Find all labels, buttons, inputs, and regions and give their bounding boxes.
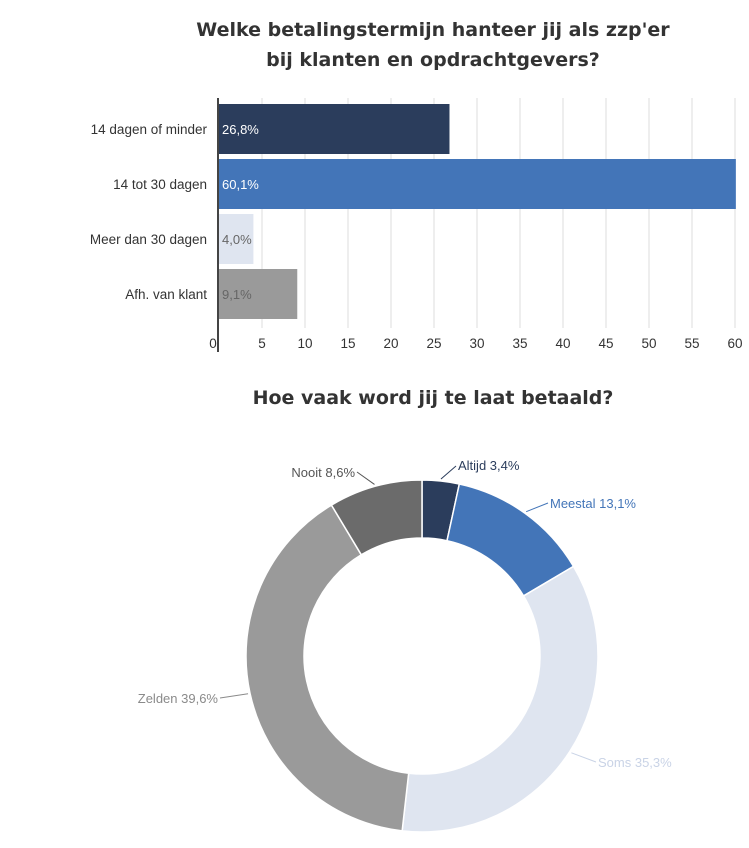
donut-slice-label: Zelden 39,6% [138, 691, 219, 706]
x-tick-label: 25 [426, 336, 441, 351]
x-tick-label: 50 [641, 336, 656, 351]
x-tick-label: 40 [555, 336, 570, 351]
donut-chart: Hoe vaak word jij te laat betaald? Altij… [138, 387, 672, 833]
donut-slice-label: Soms 35,3% [598, 755, 672, 770]
x-tick-label: 55 [684, 336, 699, 351]
bar [219, 269, 298, 319]
bar-chart-title-line-2: bij klanten en opdrachtgevers? [266, 49, 600, 71]
x-tick-label: 5 [258, 336, 266, 351]
donut-slice-label: Meestal 13,1% [550, 496, 636, 511]
bar-chart-tick-labels: 0 5 10 15 20 25 30 35 40 45 50 55 60 [209, 336, 742, 351]
bar-category-label: 14 dagen of minder [91, 122, 208, 137]
bar-data-label: 26,8% [222, 122, 259, 137]
bar [219, 104, 450, 154]
x-tick-label: 15 [340, 336, 355, 351]
x-tick-label: 0 [209, 336, 217, 351]
donut-leader-line [525, 502, 549, 513]
bar-data-label: 9,1% [222, 287, 252, 302]
bar-category-label: 14 tot 30 dagen [113, 177, 207, 192]
donut-chart-slices [245, 479, 599, 833]
bar-data-label: 4,0% [222, 232, 252, 247]
bar-data-label: 60,1% [222, 177, 259, 192]
donut-slice-nooit [330, 479, 423, 556]
bar-category-label: Afh. van klant [125, 287, 207, 302]
donut-chart-title: Hoe vaak word jij te laat betaald? [253, 387, 614, 409]
bar-chart: Welke betalingstermijn hanteer jij als z… [90, 19, 743, 352]
donut-slice-soms [401, 565, 599, 833]
x-tick-label: 60 [727, 336, 742, 351]
bar-chart-bars: 26,8% 60,1% 4,0% 9,1% [219, 104, 736, 319]
x-tick-label: 45 [598, 336, 613, 351]
bar [219, 159, 736, 209]
bar-category-label: Meer dan 30 dagen [90, 232, 207, 247]
bar [219, 214, 254, 264]
donut-leader-line [571, 752, 597, 763]
donut-leader-line [356, 471, 375, 485]
x-tick-label: 10 [297, 336, 312, 351]
bar-chart-category-labels: 14 dagen of minder 14 tot 30 dagen Meer da… [90, 122, 208, 302]
donut-slice-zelden [245, 504, 410, 832]
donut-slice-label: Nooit 8,6% [291, 465, 355, 480]
donut-slice-label: Altijd 3,4% [458, 458, 520, 473]
x-tick-label: 35 [512, 336, 527, 351]
donut-chart-labels: Altijd 3,4% Meestal 13,1% Soms 35,3% Zelden… [138, 458, 672, 770]
donut-leader-line [219, 693, 249, 699]
x-tick-label: 20 [383, 336, 398, 351]
x-tick-label: 30 [469, 336, 484, 351]
donut-leader-line [440, 465, 457, 480]
bar-chart-title-line-1: Welke betalingstermijn hanteer jij als z… [196, 19, 670, 41]
